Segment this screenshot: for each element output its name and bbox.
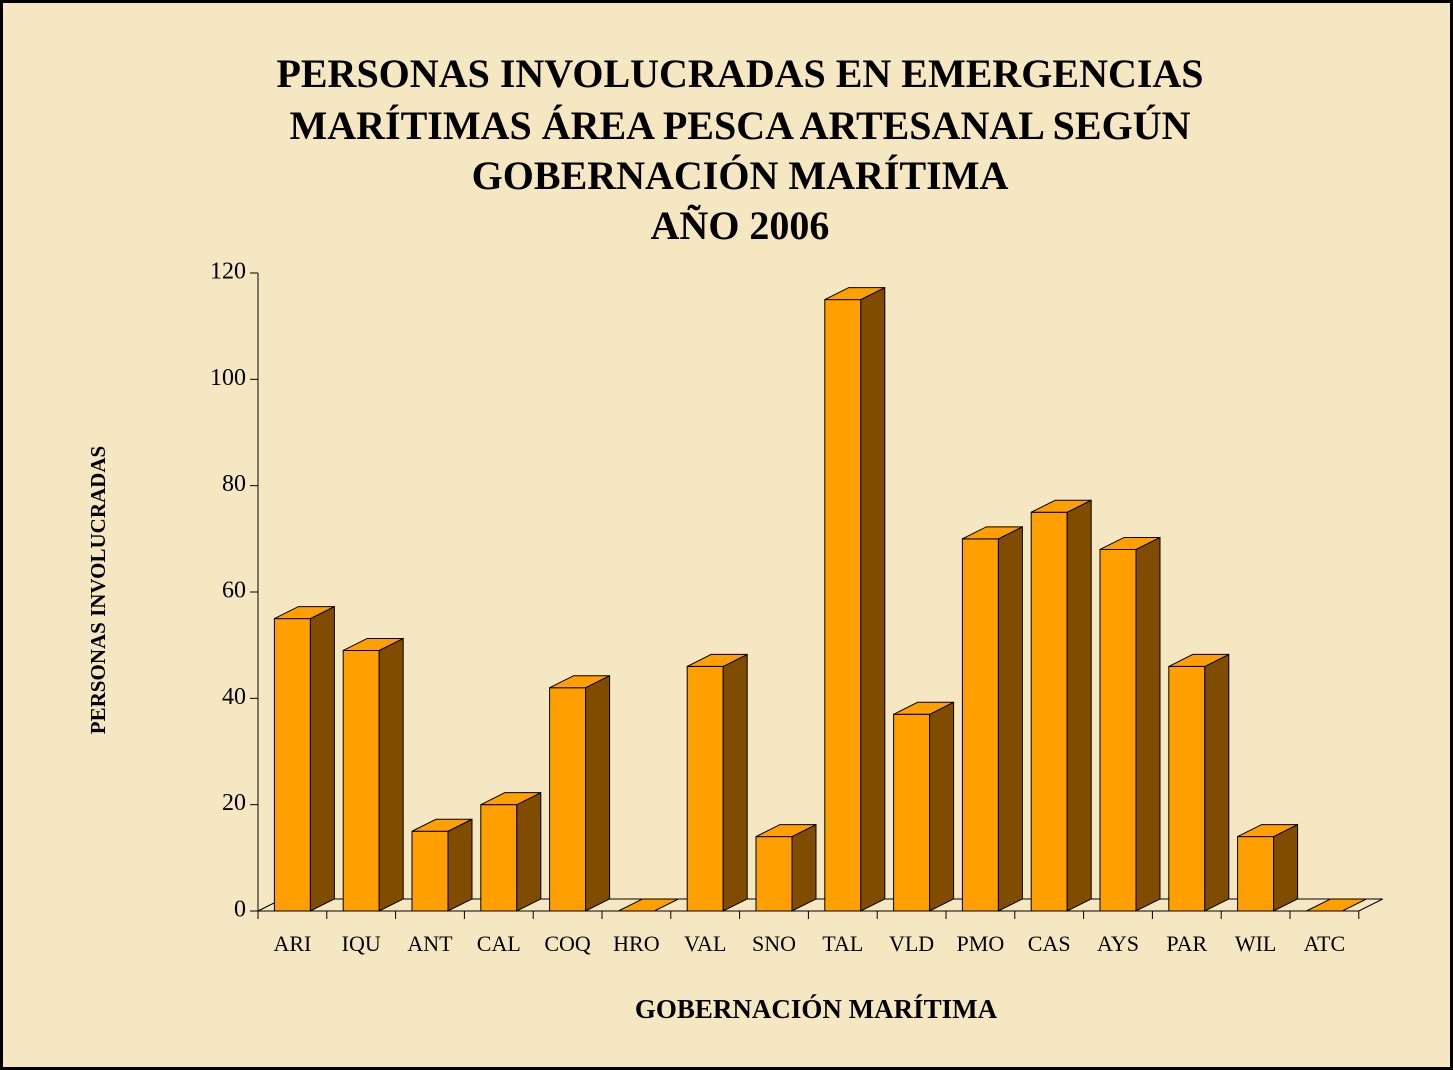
bar — [961, 526, 1023, 912]
bar-top — [824, 287, 886, 301]
bar-side — [1273, 823, 1299, 912]
x-tick-label: ANT — [407, 931, 453, 956]
x-tick-label: SNO — [752, 931, 796, 956]
title-line: PERSONAS INVOLUCRADAS EN EMERGENCIAS — [276, 51, 1203, 96]
bar — [342, 637, 404, 912]
x-tick-label: HRO — [613, 931, 659, 956]
bar-front — [1237, 836, 1275, 912]
x-tick-label: CAS — [1028, 931, 1071, 956]
bar-front — [480, 804, 518, 912]
bar-side — [585, 674, 611, 912]
bar-side — [1204, 653, 1230, 912]
bar-top — [618, 898, 679, 912]
bar-top — [893, 701, 954, 715]
bar — [686, 653, 748, 912]
bar-top — [1099, 536, 1161, 550]
bar-top — [411, 818, 473, 832]
bar-top — [1030, 499, 1092, 513]
bar-side — [791, 823, 817, 912]
bar-front — [1099, 548, 1137, 912]
bar-side — [309, 605, 335, 912]
bar-front — [893, 713, 931, 912]
bar-side — [1135, 536, 1161, 912]
bar-side — [516, 791, 542, 912]
y-tick-label: 100 — [210, 365, 246, 391]
bar-side — [447, 818, 473, 912]
x-tick-label: ARI — [273, 931, 311, 956]
bar — [1237, 823, 1299, 912]
bar-top — [549, 675, 610, 689]
x-tick-label: VAL — [684, 931, 726, 956]
y-tick-label: 120 — [210, 259, 246, 285]
y-tick-label: 0 — [234, 897, 246, 923]
x-tick-label: TAL — [822, 931, 863, 956]
bar-top — [342, 637, 404, 651]
bar — [755, 823, 817, 912]
bar-top — [686, 653, 748, 667]
bar-side — [997, 526, 1023, 912]
bar-front — [411, 830, 449, 912]
bar-front — [1168, 665, 1206, 912]
x-tick-label: PAR — [1166, 931, 1207, 956]
bar — [1306, 898, 1367, 912]
bar-side — [929, 701, 955, 912]
x-tick-label: PMO — [957, 931, 1005, 956]
y-tick-label: 40 — [222, 684, 246, 710]
title-line: MARÍTIMAS ÁREA PESCA ARTESANAL SEGÚN — [290, 103, 1191, 148]
title-line: AÑO 2006 — [651, 203, 830, 248]
bar — [1030, 499, 1092, 912]
title-line: GOBERNACIÓN MARÍTIMA — [472, 153, 1009, 198]
y-axis-label: PERSONAS INVOLUCRADAS — [86, 446, 110, 734]
bar-front — [342, 649, 380, 912]
bar-top — [274, 606, 335, 620]
bar-side — [378, 637, 404, 912]
x-tick-label: ATC — [1304, 931, 1346, 956]
x-tick-label: WIL — [1235, 931, 1277, 956]
bar — [618, 898, 679, 912]
bar — [273, 605, 335, 912]
bar-front — [686, 665, 724, 912]
bar-front — [961, 538, 999, 912]
y-tick-label: 60 — [222, 578, 246, 604]
bar-front — [1030, 511, 1068, 912]
bar-top — [962, 526, 1023, 540]
bar-front — [824, 299, 862, 912]
bar-front — [549, 687, 587, 912]
bar-front — [755, 836, 793, 912]
x-tick-label: VLD — [889, 931, 934, 956]
bar — [824, 286, 886, 912]
x-tick-label: COQ — [544, 931, 591, 956]
bar — [1168, 653, 1230, 912]
y-tick-label: 20 — [222, 790, 246, 816]
bar-front — [273, 618, 311, 912]
bar — [480, 791, 542, 912]
bar-top — [1306, 898, 1367, 912]
bar-top — [1168, 653, 1230, 667]
x-tick-label: IQU — [342, 931, 381, 956]
bar-side — [860, 286, 886, 912]
bar-top — [755, 824, 817, 838]
title: PERSONAS INVOLUCRADAS EN EMERGENCIAS MAR… — [276, 51, 1203, 248]
bar — [549, 674, 611, 912]
bar-top — [480, 792, 542, 806]
bar — [1099, 536, 1161, 912]
x-axis-label: GOBERNACIÓN MARÍTIMA — [635, 994, 998, 1024]
x-tick-label: AYS — [1097, 931, 1139, 956]
bar — [893, 701, 955, 912]
bar-side — [722, 653, 748, 912]
bar-side — [1066, 499, 1092, 912]
x-tick-label: CAL — [477, 931, 521, 956]
bar — [411, 818, 473, 912]
y-tick-label: 80 — [222, 471, 246, 497]
bar-top — [1237, 824, 1298, 838]
